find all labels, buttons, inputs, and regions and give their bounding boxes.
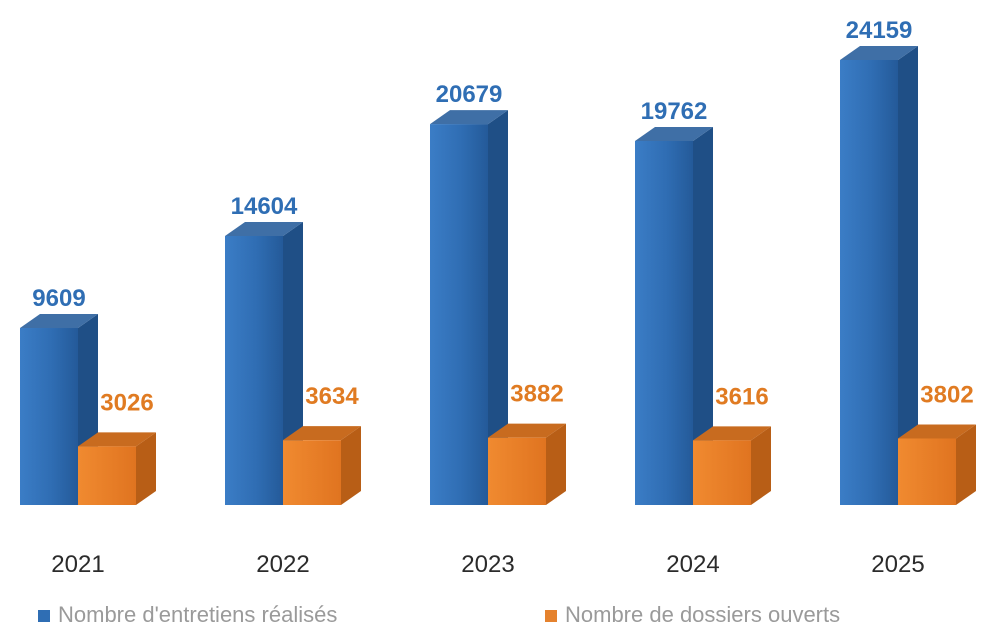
bar-dossiers-2021-front bbox=[78, 446, 136, 505]
bar-entretiens-2025-front bbox=[840, 60, 898, 505]
bar-dossiers-2022-side bbox=[341, 426, 361, 505]
bar-entretiens-2022-front bbox=[225, 235, 283, 505]
bar-dossiers-2024-top bbox=[693, 426, 771, 441]
value-label-entretiens-2021: 9609 bbox=[32, 285, 85, 312]
labels-layer: 9609 3026 2021 14604 3634 2022 20679 3882 2023 19… bbox=[32, 17, 973, 578]
bar-entretiens-2023-front bbox=[430, 124, 488, 505]
bar-entretiens-2024-front bbox=[635, 140, 693, 505]
bar-entretiens-2024 bbox=[635, 126, 713, 505]
bar-dossiers-2022-front bbox=[283, 440, 341, 505]
bar-entretiens-2025 bbox=[840, 46, 918, 505]
x-tick-label-2023: 2023 bbox=[461, 551, 514, 578]
bar-dossiers-2024-front bbox=[693, 440, 751, 505]
bar-dossiers-2021-top bbox=[78, 432, 156, 447]
bar-dossiers-2025 bbox=[898, 424, 976, 505]
legend-item-dossiers-swatch bbox=[545, 610, 557, 622]
legend-item-dossiers-label: Nombre de dossiers ouverts bbox=[565, 602, 840, 627]
bar-entretiens-2023-side bbox=[488, 110, 508, 505]
bar-dossiers-2023-front bbox=[488, 437, 546, 505]
bar-dossiers-2023-top bbox=[488, 423, 566, 438]
bar-dossiers-2023 bbox=[488, 423, 566, 505]
bar-entretiens-2024-side bbox=[693, 126, 713, 505]
bar-entretiens-2022-top bbox=[225, 221, 303, 236]
legend-item-dossiers: Nombre de dossiers ouverts bbox=[545, 602, 840, 627]
value-label-dossiers-2021: 3026 bbox=[100, 389, 153, 416]
bar-dossiers-2025-top bbox=[898, 424, 976, 439]
bar-dossiers-2023-side bbox=[546, 423, 566, 505]
bar-entretiens-2024-top bbox=[635, 126, 713, 141]
value-label-dossiers-2024: 3616 bbox=[715, 383, 768, 410]
bar-entretiens-2021-front bbox=[20, 328, 78, 505]
value-label-entretiens-2025: 24159 bbox=[846, 17, 913, 44]
bar-entretiens-2025-top bbox=[840, 46, 918, 60]
legend-item-entretiens-label: Nombre d'entretiens réalisés bbox=[58, 602, 337, 627]
legend: Nombre d'entretiens réalisés Nombre de do… bbox=[38, 602, 840, 627]
bar-dossiers-2021-side bbox=[136, 432, 156, 505]
bar-dossiers-2025-front bbox=[898, 438, 956, 505]
x-tick-label-2022: 2022 bbox=[256, 551, 309, 578]
bar-dossiers-2021 bbox=[78, 432, 156, 505]
value-label-dossiers-2022: 3634 bbox=[305, 383, 359, 410]
x-tick-label-2024: 2024 bbox=[666, 551, 719, 578]
bar-dossiers-2025-side bbox=[956, 424, 976, 505]
bar-entretiens-2025-side bbox=[898, 46, 918, 505]
value-label-entretiens-2023: 20679 bbox=[436, 81, 503, 108]
bar-entretiens-2023-top bbox=[430, 110, 508, 125]
bar-entretiens-2021-top bbox=[20, 314, 98, 329]
bar-dossiers-2024-side bbox=[751, 426, 771, 505]
legend-item-entretiens: Nombre d'entretiens réalisés bbox=[38, 602, 337, 627]
value-label-entretiens-2022: 14604 bbox=[231, 193, 298, 220]
bars-layer bbox=[20, 46, 976, 505]
bar-entretiens-2023 bbox=[430, 110, 508, 505]
x-tick-label-2025: 2025 bbox=[871, 551, 924, 578]
bar-dossiers-2022-top bbox=[283, 426, 361, 441]
value-label-dossiers-2023: 3882 bbox=[510, 381, 563, 408]
x-tick-label-2021: 2021 bbox=[51, 551, 104, 578]
bar-dossiers-2022 bbox=[283, 426, 361, 505]
value-label-dossiers-2025: 3802 bbox=[920, 381, 973, 408]
bar-dossiers-2024 bbox=[693, 426, 771, 505]
value-label-entretiens-2024: 19762 bbox=[641, 98, 708, 125]
legend-item-entretiens-swatch bbox=[38, 610, 50, 622]
